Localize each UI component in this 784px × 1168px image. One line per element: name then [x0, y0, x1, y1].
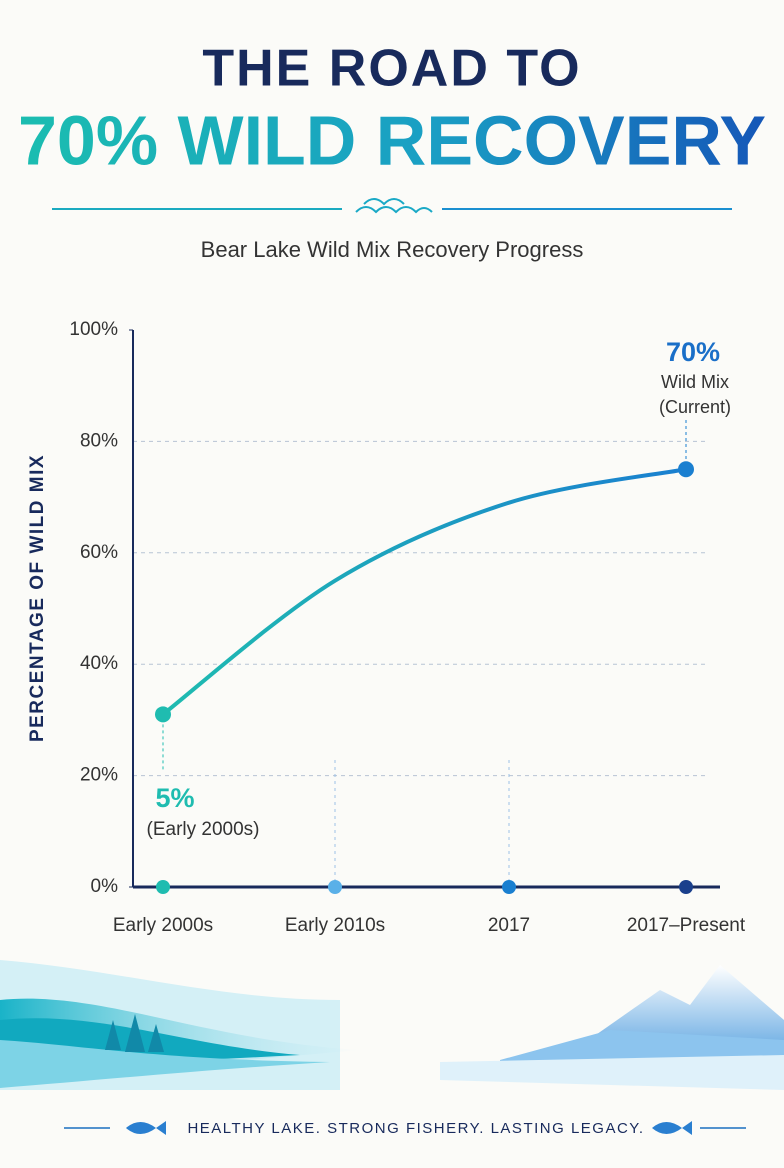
- divider: [52, 198, 732, 214]
- y-tick-label: 40%: [80, 653, 118, 674]
- category-dot: [502, 880, 516, 894]
- title-highlight: 70% WILD RECOVERY: [18, 101, 766, 179]
- annotation-value: 5%: [155, 783, 194, 813]
- data-point: [155, 706, 171, 723]
- scenery: [0, 960, 784, 1090]
- x-tick-label: Early 2000s: [113, 915, 213, 936]
- data-line: [161, 467, 688, 717]
- title: THE ROAD TO: [202, 40, 581, 98]
- y-tick-label: 0%: [91, 876, 119, 897]
- category-dot: [328, 880, 342, 894]
- footer-decor: [64, 1121, 746, 1135]
- data-point: [678, 461, 694, 478]
- footer: HEALTHY LAKE. STRONG FISHERY. LASTING LE…: [187, 1120, 644, 1137]
- y-tick-label: 80%: [80, 430, 118, 451]
- annotation-note: Wild Mix: [661, 372, 729, 392]
- category-dot: [679, 880, 693, 894]
- annotation-note: (Current): [659, 397, 731, 417]
- annotation-note: (Early 2000s): [147, 819, 260, 840]
- y-tick-label: 60%: [80, 542, 118, 563]
- x-tick-label: 2017: [488, 915, 530, 936]
- x-tick-label: 2017–Present: [627, 915, 746, 936]
- y-axis-title: PERCENTAGE OF WILD MIX: [27, 454, 48, 742]
- subtitle: Bear Lake Wild Mix Recovery Progress: [201, 237, 584, 262]
- category-dot: [156, 880, 170, 894]
- y-tick-label: 100%: [69, 319, 118, 340]
- y-tick-label: 20%: [80, 765, 118, 786]
- annotation-value: 70%: [666, 337, 720, 367]
- x-tick-label: Early 2010s: [285, 915, 385, 936]
